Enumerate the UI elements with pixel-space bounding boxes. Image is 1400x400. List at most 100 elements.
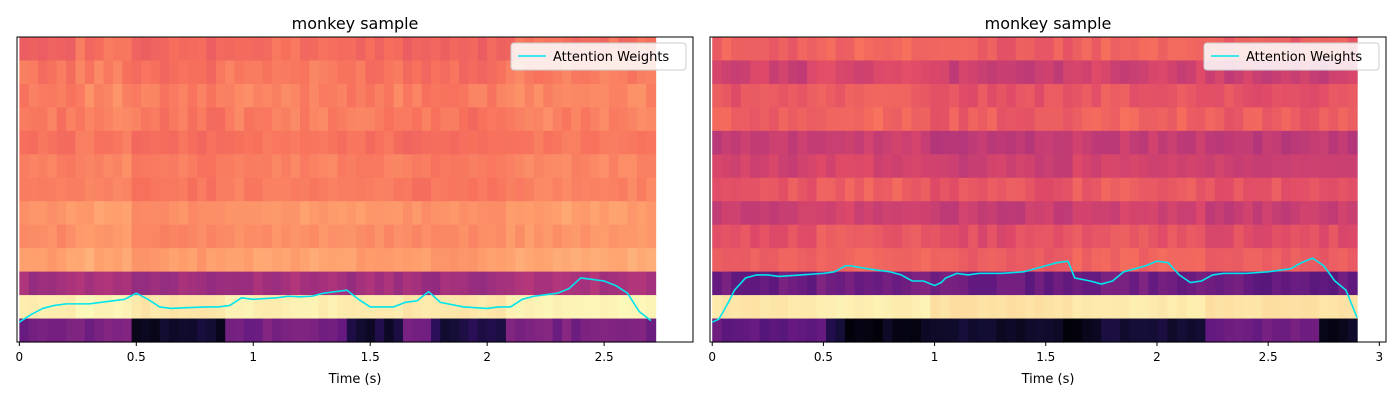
heatmap-cell — [19, 295, 30, 320]
heatmap-cell — [939, 248, 950, 273]
heatmap-cell — [337, 60, 348, 85]
heatmap-cell — [1338, 248, 1349, 273]
heatmap-cell — [318, 248, 329, 273]
heatmap-cell — [1290, 60, 1301, 85]
heatmap-cell — [750, 271, 761, 296]
heatmap-cell — [374, 83, 385, 108]
heatmap-cell — [84, 83, 95, 108]
heatmap-cell — [740, 60, 751, 85]
heatmap-cell — [206, 83, 217, 108]
heatmap-cell — [873, 248, 884, 273]
heatmap-cell — [599, 318, 610, 343]
heatmap-cell — [608, 154, 619, 179]
heatmap-cell — [826, 130, 837, 155]
heatmap-cell — [1195, 154, 1206, 179]
heatmap-cell — [19, 177, 30, 202]
heatmap-cell — [759, 107, 770, 132]
heatmap-cell — [38, 177, 49, 202]
heatmap-cell — [169, 177, 179, 202]
heatmap-cell — [1338, 107, 1349, 132]
heatmap-cell — [505, 271, 516, 296]
heatmap-cell — [882, 248, 893, 273]
heatmap-cell — [911, 83, 922, 108]
heatmap-cell — [328, 295, 339, 320]
heatmap-cell — [140, 295, 151, 320]
heatmap-cell — [968, 177, 979, 202]
heatmap-cell — [290, 107, 301, 132]
heatmap-cell — [731, 60, 742, 85]
heatmap-cell — [712, 107, 723, 132]
heatmap-cell — [778, 154, 789, 179]
heatmap-cell — [750, 154, 761, 179]
heatmap-cell — [234, 83, 245, 108]
heatmap-cell — [28, 177, 39, 202]
heatmap-cell — [1176, 248, 1187, 273]
heatmap-cell — [1205, 154, 1216, 179]
heatmap-cell — [103, 154, 114, 179]
heatmap-cell — [1195, 130, 1206, 155]
heatmap-cell — [1034, 107, 1045, 132]
heatmap-cell — [901, 83, 912, 108]
heatmap-cell — [103, 318, 114, 343]
heatmap-cell — [901, 154, 912, 179]
heatmap-cell — [1338, 318, 1349, 343]
heatmap-cell — [1157, 295, 1169, 320]
heatmap-cell — [1300, 60, 1311, 85]
heatmap-cell — [750, 177, 761, 202]
heatmap-cell — [477, 60, 488, 85]
heatmap-cell — [968, 295, 979, 320]
heatmap-cell — [882, 154, 893, 179]
heatmap-cell — [968, 271, 979, 296]
heatmap-cell — [524, 107, 535, 132]
heatmap-cell — [1167, 224, 1178, 249]
heatmap-cell — [636, 177, 647, 202]
heatmap-cell — [337, 271, 348, 296]
heatmap-cell — [1025, 83, 1036, 108]
heatmap-cell — [1072, 201, 1083, 226]
heatmap-cell — [112, 83, 123, 108]
heatmap-cell — [75, 37, 86, 62]
heatmap-cell — [882, 107, 893, 132]
heatmap-cell — [882, 318, 893, 343]
heatmap-cell — [977, 107, 988, 132]
heatmap-cell — [262, 177, 273, 202]
heatmap-cell — [930, 130, 941, 155]
heatmap-cell — [740, 248, 751, 273]
heatmap-cell — [28, 271, 39, 296]
heatmap-cell — [431, 248, 441, 273]
heatmap-cell — [1063, 177, 1074, 202]
heatmap-cell — [1205, 83, 1216, 108]
heatmap-cell — [1072, 224, 1083, 249]
heatmap-cell — [459, 224, 470, 249]
heatmap-cell — [1025, 224, 1036, 249]
heatmap-cell — [1015, 318, 1026, 343]
heatmap-cell — [816, 248, 827, 273]
heatmap-cell — [911, 224, 922, 249]
heatmap-cell — [374, 177, 385, 202]
right-plot-frame — [709, 36, 1387, 343]
heatmap-cell — [66, 37, 77, 62]
heatmap-cell — [515, 224, 526, 249]
heatmap-cell — [1195, 37, 1206, 62]
heatmap-cell — [1328, 248, 1339, 273]
heatmap-cell — [590, 224, 601, 249]
heatmap-cell — [1195, 248, 1206, 273]
heatmap-cell — [300, 154, 310, 179]
heatmap-cell — [1290, 224, 1301, 249]
heatmap-cell — [1224, 130, 1235, 155]
heatmap-cell — [882, 37, 893, 62]
heatmap-cell — [759, 177, 770, 202]
left-plot-frame — [16, 36, 694, 343]
heatmap-cell — [769, 271, 780, 296]
heatmap-cell — [496, 201, 507, 226]
heatmap-cell — [533, 107, 544, 132]
heatmap-cell — [75, 201, 86, 226]
heatmap-cell — [159, 224, 170, 249]
heatmap-cell — [740, 177, 751, 202]
heatmap-cell — [487, 37, 498, 62]
heatmap-cell — [1328, 154, 1339, 179]
heatmap-cell — [580, 224, 591, 249]
heatmap-cell — [449, 318, 460, 343]
heatmap-cell — [580, 318, 591, 343]
heatmap-cell — [169, 154, 179, 179]
